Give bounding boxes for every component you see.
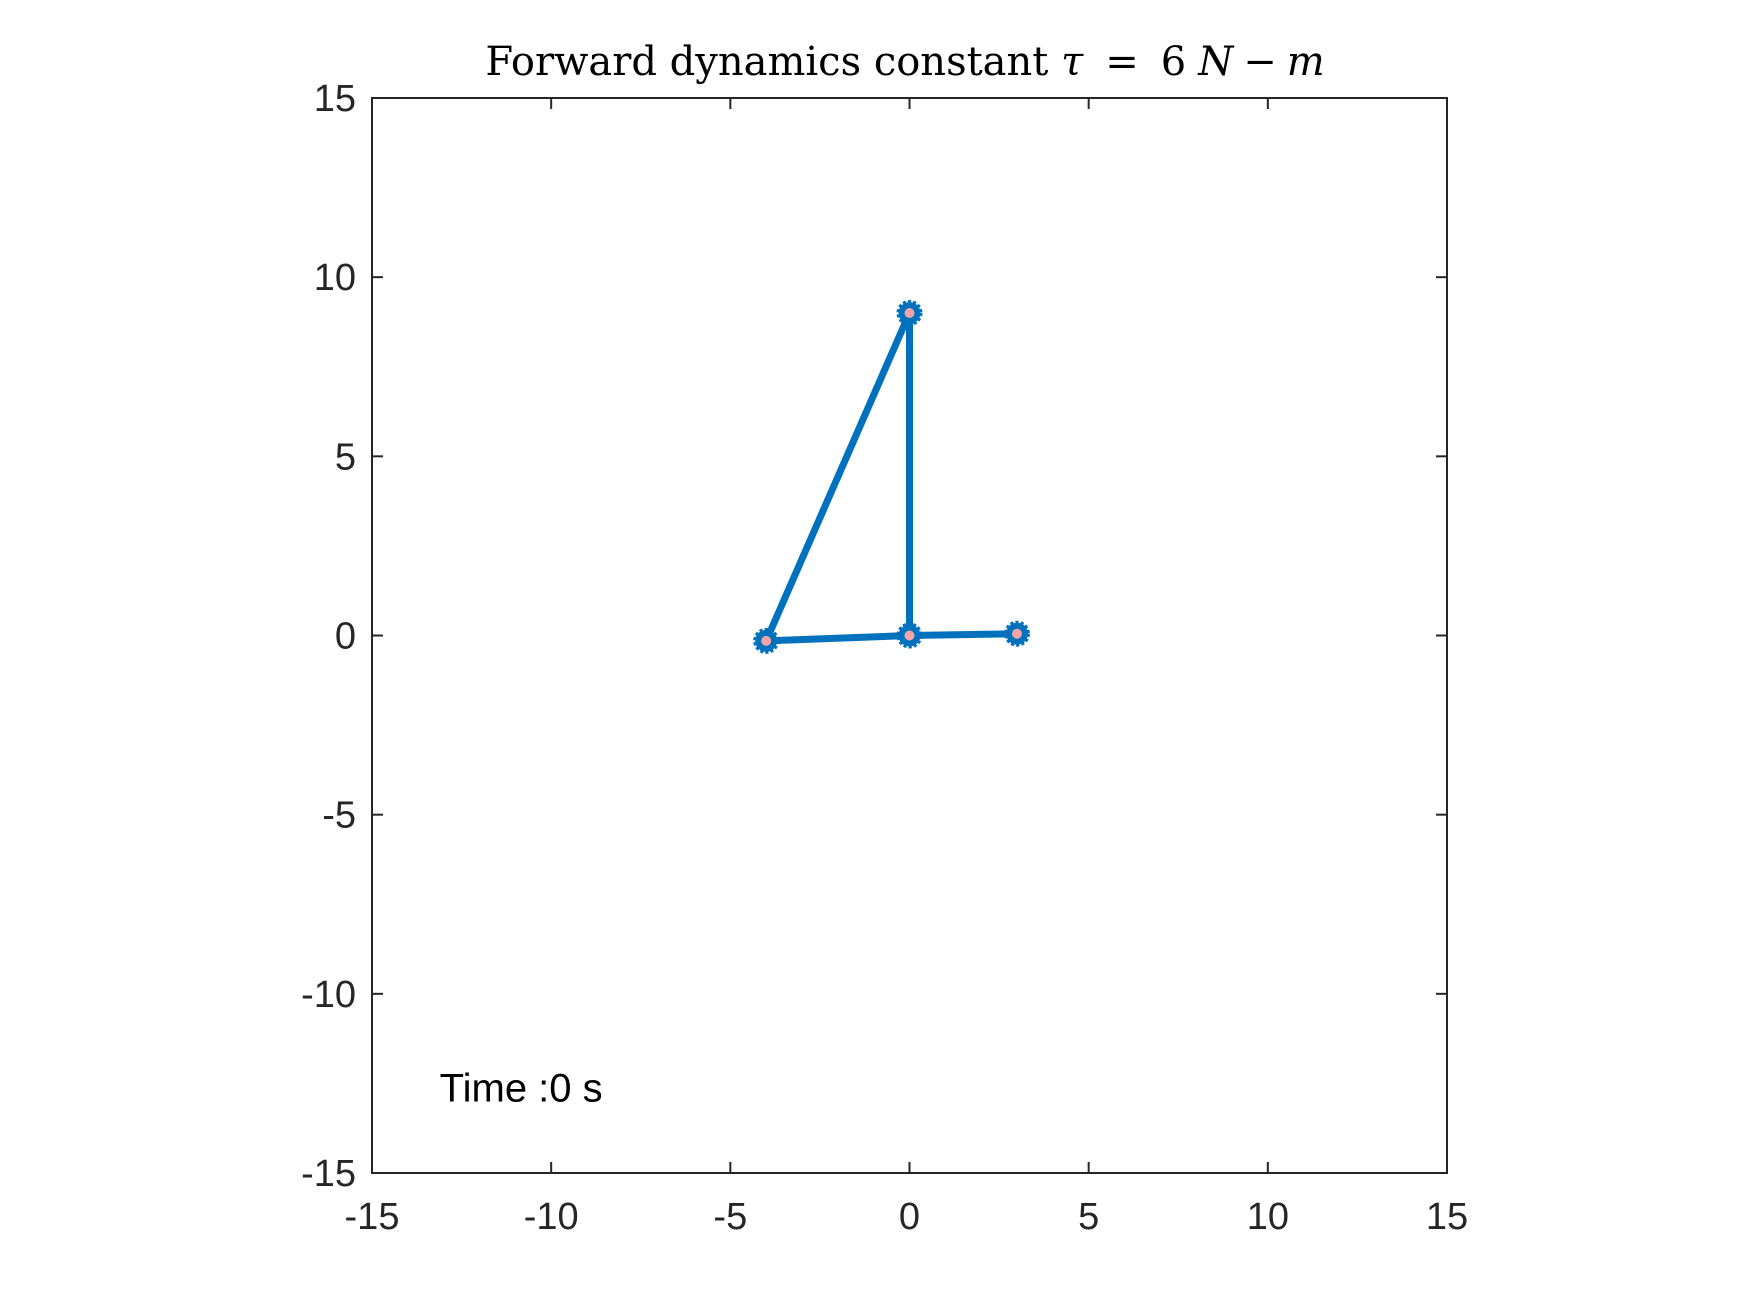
x-axis: -15 -10 -5 0 5 10 15 bbox=[345, 98, 1468, 1238]
joint-marker bbox=[896, 622, 923, 649]
y-axis: -15 -10 -5 0 5 10 15 bbox=[301, 78, 1447, 1195]
joint-marker bbox=[1004, 620, 1030, 647]
title-unit-n: N bbox=[1197, 39, 1235, 85]
chart-title: Forward dynamics constant τ = 6 N − m bbox=[485, 39, 1324, 85]
title-equals: = bbox=[1105, 39, 1139, 85]
y-tick-label: 5 bbox=[335, 436, 356, 478]
title-tau: τ bbox=[1061, 39, 1084, 85]
x-tick-label: 0 bbox=[899, 1196, 920, 1238]
x-tick-label: 15 bbox=[1426, 1196, 1468, 1238]
y-tick-label: -5 bbox=[322, 795, 356, 837]
x-tick-label: 5 bbox=[1078, 1196, 1099, 1238]
joint-marker bbox=[753, 627, 780, 654]
time-annotation: Time :0 s bbox=[440, 1066, 603, 1110]
y-tick-label: 0 bbox=[335, 616, 356, 658]
y-tick-label: -15 bbox=[301, 1153, 356, 1195]
x-tick-label: -10 bbox=[524, 1196, 579, 1238]
title-prefix: Forward dynamics constant bbox=[485, 39, 1061, 85]
link-segment bbox=[762, 632, 913, 645]
title-value: 6 bbox=[1161, 39, 1186, 85]
title-minus: − bbox=[1243, 39, 1277, 85]
x-tick-label: 10 bbox=[1247, 1196, 1289, 1238]
link-segment bbox=[762, 309, 913, 645]
y-tick-label: 10 bbox=[314, 257, 356, 299]
y-tick-label: 15 bbox=[314, 78, 356, 120]
title-unit-m: m bbox=[1287, 39, 1325, 85]
linkage-links bbox=[762, 309, 1021, 645]
joint-marker bbox=[896, 300, 923, 326]
x-tick-label: -15 bbox=[345, 1196, 400, 1238]
y-tick-label: -10 bbox=[301, 974, 356, 1016]
x-tick-label: -5 bbox=[713, 1196, 747, 1238]
linkage-joints bbox=[753, 300, 1030, 654]
link-segment bbox=[906, 630, 1021, 639]
